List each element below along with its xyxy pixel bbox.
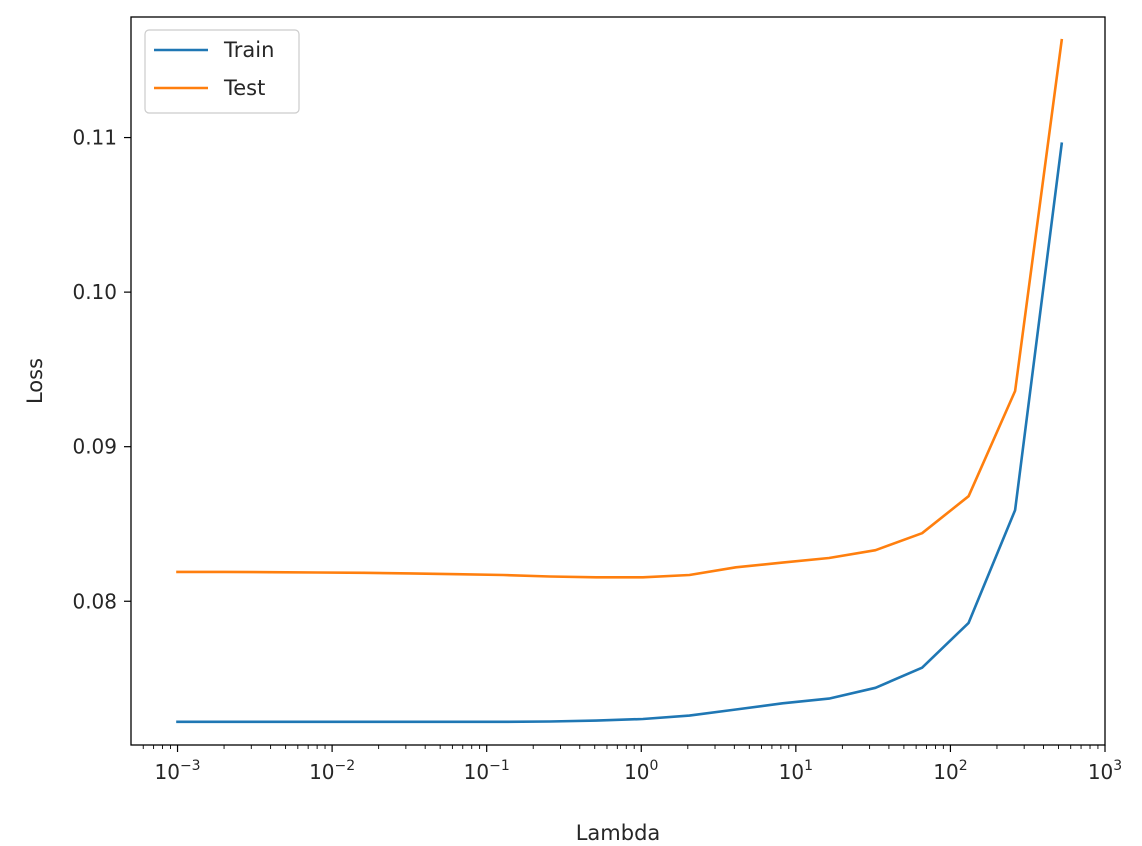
x-tick-label-base: 10: [933, 760, 958, 784]
x-tick-label: 100: [624, 758, 658, 784]
legend-label-test: Test: [223, 76, 265, 100]
x-tick-label: 101: [779, 758, 813, 784]
x-tick-label-base: 10: [464, 760, 489, 784]
x-tick-label: 10−2: [309, 758, 355, 784]
y-tick-label: 0.11: [72, 126, 117, 150]
series-line-test: [176, 38, 1064, 579]
plot-frame: [130, 16, 1106, 746]
plot-background: [131, 17, 1105, 745]
x-tick-label-exponent: −1: [489, 758, 510, 774]
x-tick-label: 102: [933, 758, 967, 784]
legend: Train Test: [144, 29, 300, 114]
x-axis-label: Lambda: [576, 821, 661, 845]
x-tick-label: 10−1: [464, 758, 510, 784]
x-tick-label: 10−3: [154, 758, 200, 784]
legend-box: [144, 29, 300, 114]
x-tick-label: 103: [1088, 758, 1122, 784]
x-tick-label-exponent: 1: [804, 758, 813, 774]
series-lines: [176, 38, 1064, 724]
y-axis-label: Loss: [23, 358, 47, 404]
y-tick-label: 0.08: [72, 589, 117, 613]
x-axis-ticks: 10−3 10−2 10−1 100 101 102 103: [142, 745, 1122, 784]
x-tick-label-base: 10: [779, 760, 804, 784]
x-tick-label-base: 10: [154, 760, 179, 784]
x-tick-label-base: 10: [309, 760, 334, 784]
x-tick-label-exponent: 0: [650, 758, 659, 774]
x-tick-label-exponent: 2: [959, 758, 968, 774]
y-tick-label: 0.10: [72, 280, 117, 304]
x-tick-label-exponent: −3: [180, 758, 201, 774]
x-tick-label-base: 10: [1088, 760, 1113, 784]
y-tick-label: 0.09: [72, 435, 117, 459]
y-axis-ticks: 0.08 0.09 0.10 0.11: [72, 126, 131, 613]
x-tick-label-exponent: 3: [1113, 758, 1122, 774]
x-tick-label-exponent: −2: [335, 758, 356, 774]
legend-label-train: Train: [223, 38, 274, 62]
x-tick-label-base: 10: [624, 760, 649, 784]
series-line-train: [176, 142, 1064, 724]
